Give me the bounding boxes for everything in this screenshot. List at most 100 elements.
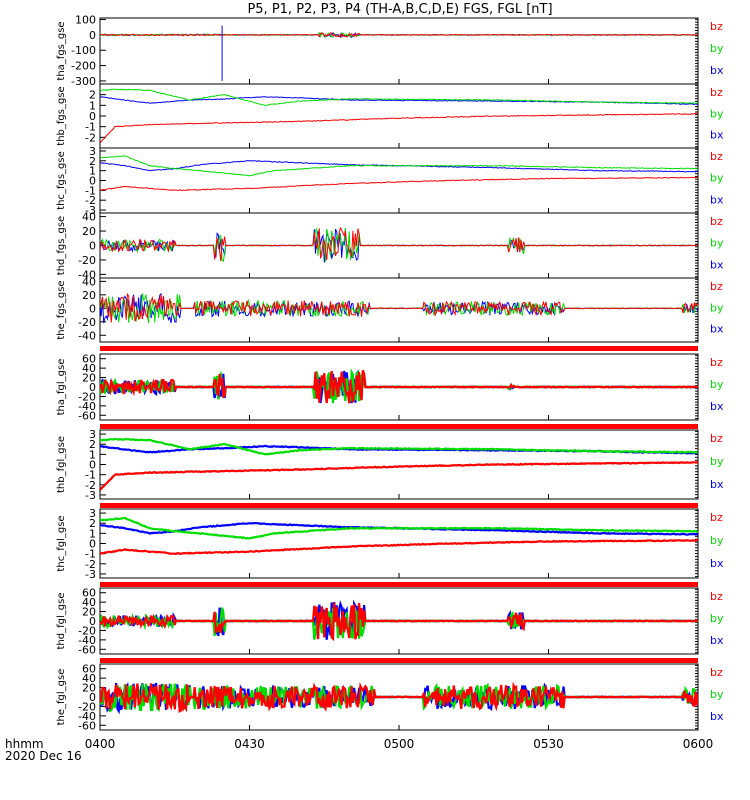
- y-tick-label: -60: [78, 643, 96, 656]
- y-tick-label: 40: [82, 596, 96, 609]
- legend-entry-bx: bx: [710, 323, 724, 336]
- panel-ylabel: thc_fgs_gse: [56, 151, 67, 210]
- y-tick-label: -40: [78, 400, 96, 413]
- y-tick-label: 0: [89, 302, 96, 315]
- series-line-by: [100, 155, 698, 177]
- panel-ylabel: tha_fgl_gse: [56, 359, 67, 416]
- y-tick-label: 0: [89, 538, 96, 551]
- y-tick-label: -1: [85, 121, 96, 134]
- x-tick-label: 0530: [533, 737, 564, 751]
- series-line-by: [100, 607, 698, 640]
- y-tick-label: 100: [75, 14, 96, 27]
- legend-entry-bz: bz: [710, 150, 723, 163]
- y-tick-label: 0: [89, 240, 96, 253]
- y-tick-label: -60: [78, 409, 96, 422]
- panel-ylabel: thb_fgl_gse: [56, 436, 67, 493]
- panel-frame: [99, 147, 699, 214]
- y-tick-label: 3: [89, 428, 96, 441]
- panel-ylabel: tha_fgs_gse: [56, 21, 67, 80]
- y-tick-label: -200: [71, 60, 96, 73]
- y-tick-label: 0: [89, 29, 96, 42]
- legend-entry-bz: bz: [710, 590, 723, 603]
- y-tick-label: 1: [89, 165, 96, 178]
- legend-entry-bz: bz: [710, 280, 723, 293]
- panel-ylabel: thc_fgl_gse: [56, 515, 67, 571]
- legend-entry-bz: bz: [710, 666, 723, 679]
- y-tick-label: -2: [85, 558, 96, 571]
- panel-tha-fgs-gse: 100 0 -100 -200 -300 tha_fgs_gse bz by bx: [56, 14, 724, 88]
- y-tick-label: 20: [82, 225, 96, 238]
- status-bar: [100, 424, 698, 429]
- footer-time-label: hhmm: [5, 737, 44, 751]
- y-tick-label: 1: [89, 448, 96, 461]
- legend-entry-bz: bz: [710, 511, 723, 524]
- y-tick-label: 60: [82, 663, 96, 676]
- legend-entry-bz: bz: [710, 20, 723, 33]
- y-tick-label: 2: [89, 438, 96, 451]
- panel-thb-fgs-gse: 210-1-2 thb_fgs_gse bz by bx: [56, 83, 724, 149]
- series-line-bz: [100, 602, 698, 642]
- series-line-bz: [100, 112, 698, 144]
- y-tick-label: 0: [89, 615, 96, 628]
- legend-entry-bz: bz: [710, 86, 723, 99]
- x-tick-label: 0500: [384, 737, 415, 751]
- series-line-by: [100, 437, 698, 456]
- legend-entry-bz: bz: [710, 432, 723, 445]
- y-tick-label: 0: [89, 175, 96, 188]
- y-tick-label: 20: [82, 606, 96, 619]
- y-tick-label: 20: [82, 289, 96, 302]
- y-tick-label: 2: [89, 155, 96, 168]
- y-tick-label: -100: [71, 44, 96, 57]
- y-tick-label: 0: [89, 459, 96, 472]
- status-bar: [100, 346, 698, 351]
- y-tick-label: -20: [78, 390, 96, 403]
- panel-frame: [99, 429, 699, 500]
- y-tick-label: -1: [85, 548, 96, 561]
- y-tick-label: -20: [78, 624, 96, 637]
- series-line-bz: [100, 538, 698, 556]
- series-line-bz: [100, 32, 698, 38]
- legend-entry-by: by: [710, 534, 724, 547]
- y-tick-label: -60: [78, 719, 96, 732]
- panel-ylabel: the_fgs_gse: [56, 280, 67, 339]
- legend-entry-bx: bx: [710, 634, 724, 647]
- series-line-bz: [100, 226, 698, 262]
- legend-entry-by: by: [710, 172, 724, 185]
- y-tick-label: -1: [85, 184, 96, 197]
- y-tick-label: 1: [89, 527, 96, 540]
- status-bar: [100, 582, 698, 587]
- y-tick-label: -40: [78, 268, 96, 281]
- legend-entry-bx: bx: [710, 478, 724, 491]
- series-line-bz: [100, 681, 698, 714]
- panel-ylabel: the_fgl_gse: [56, 669, 67, 726]
- legend-entry-bx: bx: [710, 193, 724, 206]
- panel-frame: [99, 508, 699, 579]
- panel-ylabel: thd_fgl_gse: [56, 593, 67, 650]
- y-tick-label: 60: [82, 353, 96, 366]
- y-tick-label: -40: [78, 634, 96, 647]
- legend-entry-by: by: [710, 612, 724, 625]
- y-tick-label: -20: [78, 254, 96, 267]
- series-line-bz: [100, 292, 698, 323]
- y-tick-label: -20: [78, 316, 96, 329]
- legend-entry-bx: bx: [710, 557, 724, 570]
- panel-ylabel: thd_fgs_gse: [56, 216, 67, 275]
- y-tick-label: -2: [85, 479, 96, 492]
- y-tick-label: 40: [82, 362, 96, 375]
- y-tick-label: 3: [89, 145, 96, 158]
- legend-entry-bx: bx: [710, 710, 724, 723]
- y-tick-label: -40: [78, 329, 96, 342]
- legend-entry-by: by: [710, 107, 724, 120]
- legend-entry-by: by: [710, 42, 724, 55]
- y-tick-label: 0: [89, 381, 96, 394]
- legend-entry-by: by: [710, 378, 724, 391]
- x-tick-label: 0430: [234, 737, 265, 751]
- legend-entry-bz: bz: [710, 356, 723, 369]
- panel-frame: [99, 83, 699, 149]
